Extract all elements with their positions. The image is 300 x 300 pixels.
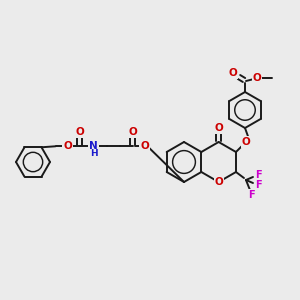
- Text: O: O: [229, 68, 237, 78]
- Text: N: N: [89, 141, 98, 151]
- Text: F: F: [248, 190, 254, 200]
- Text: O: O: [214, 123, 223, 133]
- Text: O: O: [128, 127, 137, 137]
- Text: O: O: [253, 73, 261, 83]
- Text: H: H: [90, 149, 97, 158]
- Text: F: F: [255, 180, 261, 190]
- Text: O: O: [214, 177, 223, 187]
- Text: O: O: [75, 127, 84, 137]
- Text: O: O: [63, 141, 72, 151]
- Text: O: O: [140, 141, 149, 151]
- Text: O: O: [242, 137, 250, 147]
- Text: F: F: [255, 170, 261, 180]
